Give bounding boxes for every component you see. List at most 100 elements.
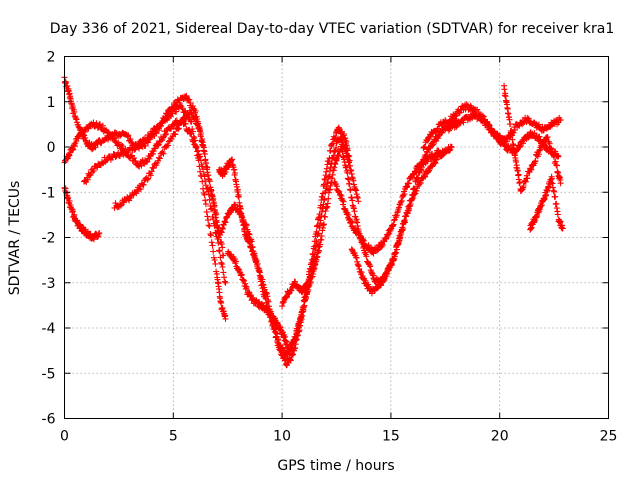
data-point bbox=[430, 141, 437, 148]
y-tick-label: -3 bbox=[42, 276, 56, 292]
data-point bbox=[127, 136, 134, 143]
data-point bbox=[548, 175, 555, 182]
data-point bbox=[402, 219, 408, 226]
data-point bbox=[146, 155, 153, 162]
data-point bbox=[92, 144, 99, 151]
data-point bbox=[210, 248, 217, 255]
y-tick-label: -5 bbox=[42, 366, 56, 382]
data-point bbox=[510, 142, 517, 149]
data-point bbox=[86, 172, 93, 179]
data-point bbox=[305, 282, 312, 289]
data-point bbox=[220, 269, 227, 276]
data-point bbox=[183, 92, 190, 99]
data-point bbox=[213, 217, 220, 224]
data-point bbox=[175, 126, 181, 133]
data-point bbox=[140, 181, 147, 188]
data-point bbox=[84, 176, 91, 183]
data-point bbox=[497, 133, 504, 140]
data-point bbox=[219, 264, 226, 270]
data-point bbox=[202, 197, 209, 204]
data-point bbox=[453, 124, 460, 131]
data-point bbox=[397, 235, 404, 242]
data-point bbox=[222, 219, 229, 226]
data-point bbox=[553, 205, 560, 212]
data-point bbox=[477, 113, 484, 120]
data-point bbox=[155, 141, 162, 148]
data-point bbox=[345, 211, 352, 218]
data-point bbox=[238, 213, 245, 220]
data-point bbox=[323, 165, 330, 172]
chart-title: Day 336 of 2021, Sidereal Day-to-day VTE… bbox=[50, 21, 615, 37]
data-point bbox=[153, 130, 160, 137]
data-point bbox=[513, 158, 519, 165]
data-point bbox=[520, 183, 527, 189]
y-tick-label: -2 bbox=[42, 231, 56, 247]
data-point bbox=[243, 222, 250, 229]
data-point bbox=[145, 139, 152, 146]
data-point bbox=[409, 192, 416, 199]
data-point bbox=[172, 131, 179, 138]
data-point bbox=[390, 221, 397, 228]
data-point bbox=[243, 284, 250, 291]
data-point bbox=[189, 112, 196, 118]
data-point bbox=[334, 155, 340, 162]
data-point bbox=[125, 132, 132, 139]
data-point bbox=[160, 150, 167, 157]
data-point bbox=[163, 130, 169, 137]
data-point bbox=[294, 327, 301, 334]
y-tick-label: -4 bbox=[42, 321, 56, 337]
data-point bbox=[394, 209, 401, 216]
data-point bbox=[197, 168, 204, 175]
data-point bbox=[142, 142, 149, 149]
data-point bbox=[435, 125, 441, 132]
data-point bbox=[144, 176, 151, 183]
y-tick-label: -1 bbox=[42, 185, 56, 201]
data-point bbox=[432, 159, 439, 166]
data-point bbox=[189, 126, 196, 132]
data-point bbox=[340, 201, 346, 208]
data-point bbox=[192, 143, 199, 150]
data-point bbox=[405, 207, 412, 214]
data-point bbox=[417, 180, 424, 187]
data-point bbox=[147, 134, 154, 141]
y-tick-label: 1 bbox=[47, 95, 56, 111]
data-point bbox=[429, 142, 436, 149]
data-point bbox=[336, 188, 343, 195]
data-point bbox=[99, 122, 106, 129]
series-sat-j bbox=[331, 147, 442, 257]
data-point bbox=[234, 186, 241, 193]
data-point bbox=[165, 142, 171, 149]
data-point bbox=[525, 115, 532, 122]
data-point bbox=[192, 114, 199, 121]
data-point bbox=[247, 291, 254, 298]
data-point bbox=[211, 257, 218, 263]
data-point bbox=[326, 155, 333, 162]
series-sat-g bbox=[218, 135, 362, 369]
data-point bbox=[331, 164, 338, 171]
data-point bbox=[320, 201, 327, 208]
data-point bbox=[424, 149, 431, 156]
data-point bbox=[307, 273, 314, 280]
data-point bbox=[329, 171, 336, 178]
x-tick-label: 20 bbox=[491, 429, 509, 445]
data-point bbox=[336, 125, 343, 132]
data-point bbox=[206, 196, 213, 203]
data-point bbox=[232, 170, 238, 176]
data-point bbox=[417, 167, 424, 173]
data-point bbox=[210, 195, 217, 202]
data-point bbox=[266, 309, 272, 316]
data-point bbox=[118, 141, 125, 148]
data-point bbox=[192, 108, 199, 114]
data-point bbox=[349, 219, 356, 226]
data-point bbox=[200, 147, 207, 154]
data-point bbox=[189, 103, 196, 109]
data-point bbox=[132, 158, 139, 165]
y-tick-label: 0 bbox=[47, 140, 56, 156]
data-point bbox=[347, 187, 354, 194]
data-point bbox=[414, 174, 420, 181]
data-point bbox=[422, 153, 429, 160]
data-point bbox=[379, 242, 386, 249]
data-point bbox=[501, 86, 508, 93]
data-point bbox=[298, 313, 305, 320]
data-point bbox=[96, 230, 103, 236]
